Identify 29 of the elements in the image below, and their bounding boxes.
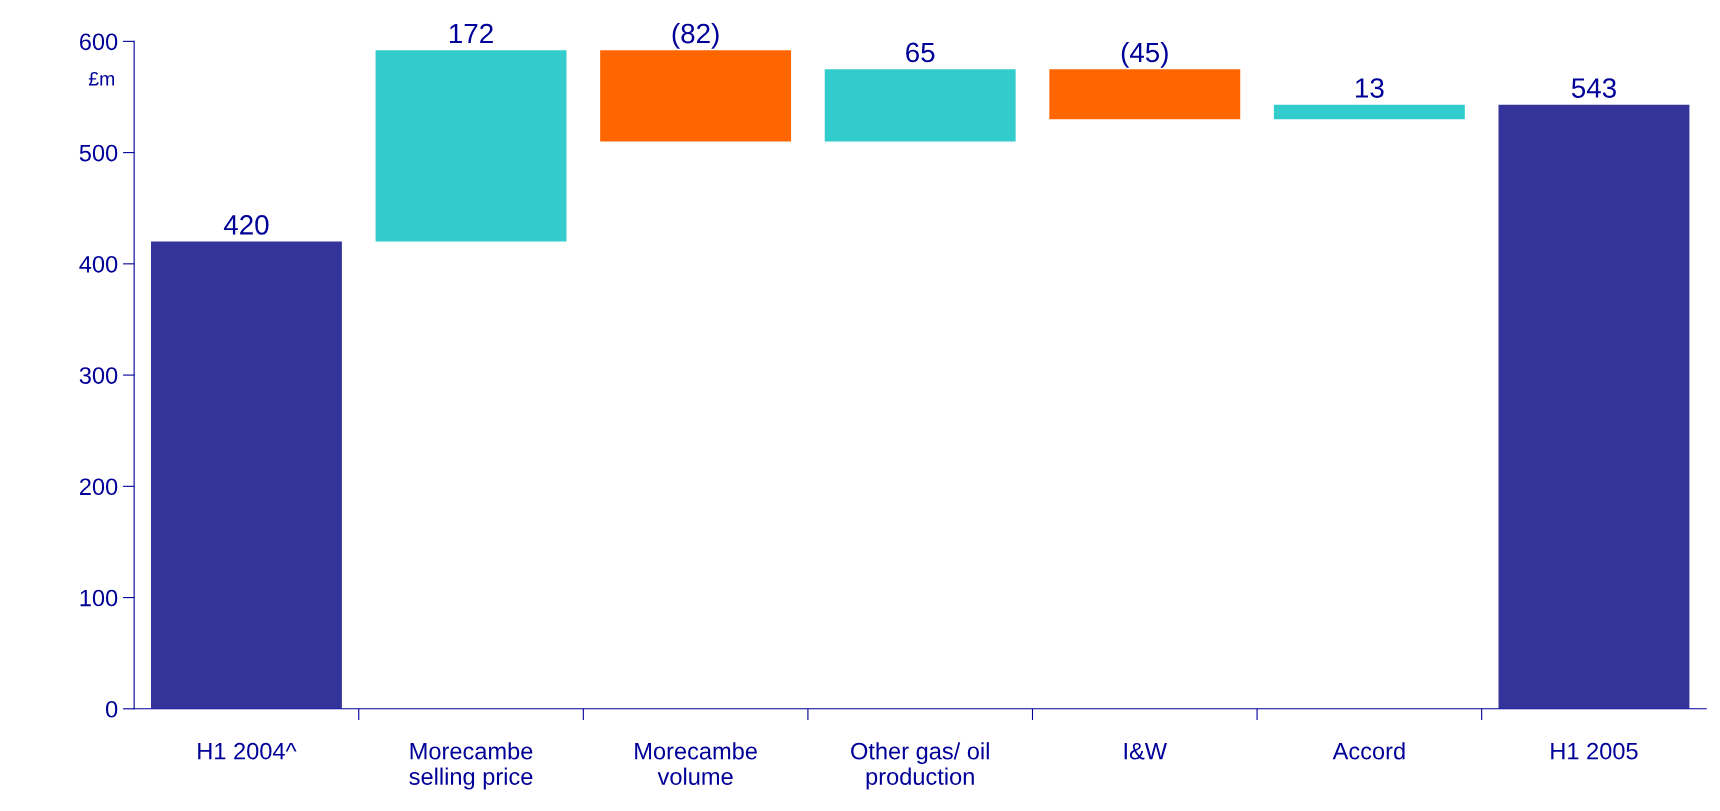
bar <box>600 50 792 142</box>
bar <box>824 69 1016 142</box>
x-tick-label: H1 2004^ <box>198 742 297 760</box>
x-tick-label: I&W <box>1124 742 1167 760</box>
data-label: 543 <box>1571 78 1616 98</box>
x-tick-label: Accord <box>1332 742 1405 760</box>
y-tick-label: 200 <box>79 478 118 496</box>
y-tick-label: 0 <box>105 700 118 718</box>
bar <box>1498 104 1690 709</box>
data-label: 13 <box>1356 78 1384 98</box>
x-tick-label: H1 2005 <box>1551 742 1638 760</box>
bar <box>375 50 567 242</box>
x-tick-label: Morecambe selling price <box>409 742 533 790</box>
data-label: (82) <box>672 22 719 49</box>
bar <box>151 241 342 709</box>
y-axis-title: £m <box>88 71 115 86</box>
x-tick-label: Other gas/ oil production <box>851 742 989 790</box>
bar <box>1273 104 1465 120</box>
y-tick-label: 300 <box>79 367 118 384</box>
data-label: 172 <box>449 23 493 44</box>
data-label: 420 <box>223 215 269 235</box>
data-label: (45) <box>1121 41 1168 68</box>
y-tick-label: 100 <box>80 589 118 607</box>
bar <box>1049 69 1241 120</box>
y-tick-label: 400 <box>79 255 118 273</box>
y-tick-label: 500 <box>79 144 118 162</box>
data-label: 65 <box>906 42 935 63</box>
y-tick-label: 600 <box>80 33 118 51</box>
x-tick-label: Morecambe volume <box>635 742 757 785</box>
